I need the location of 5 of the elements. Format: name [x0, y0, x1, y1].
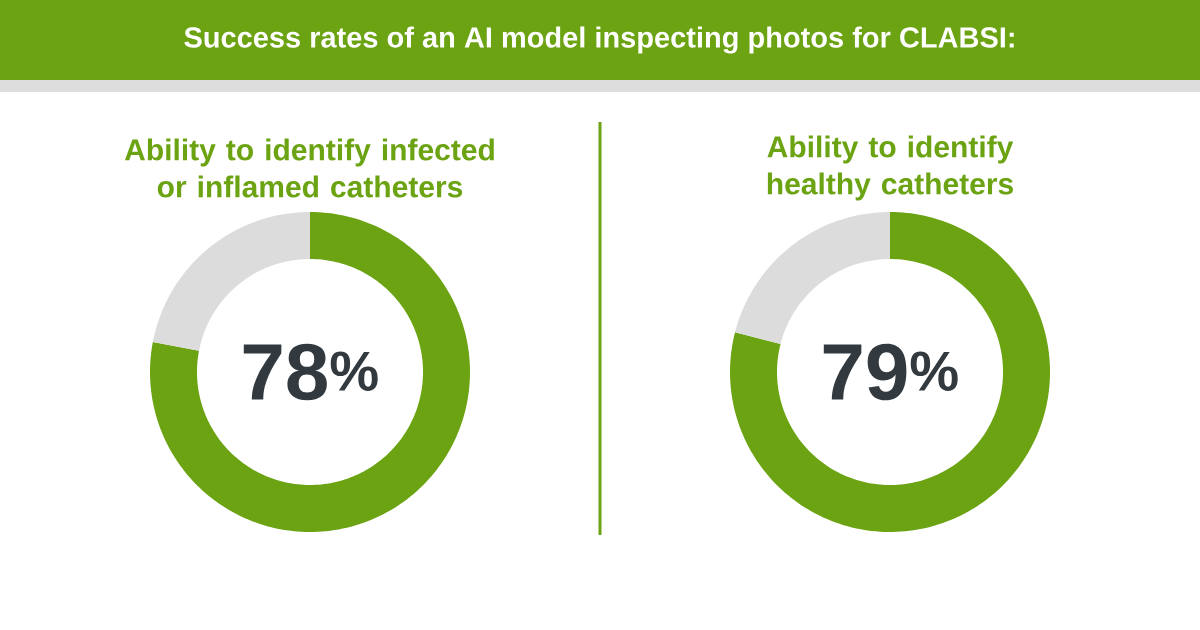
chart-subtitle: Ability to identify healthy catheters	[767, 135, 1014, 201]
chart-subtitle: Ability to identify infected or inflamed catheters	[124, 138, 494, 198]
data-label: 78$^{%}$	[243, 343, 378, 401]
data-label: 79$^{%}$	[823, 343, 958, 401]
text: Success rates of an AI model inspecting photos for CLABSI:	[184, 26, 1014, 54]
